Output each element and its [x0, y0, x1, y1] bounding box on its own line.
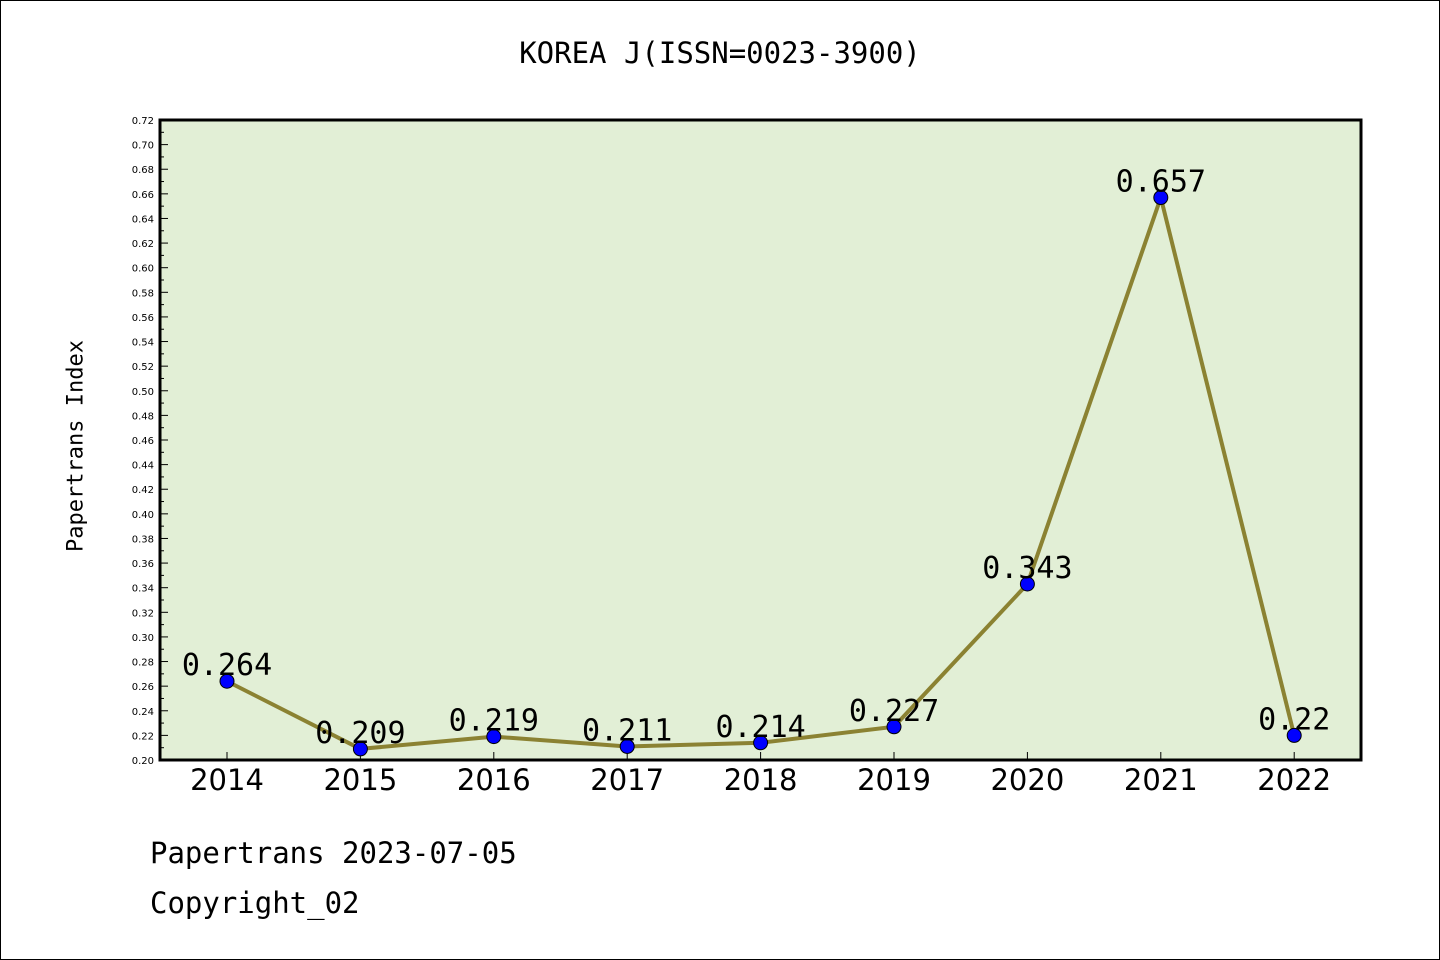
data-label: 0.657 — [1116, 165, 1206, 200]
data-point — [886, 719, 902, 735]
data-label: 0.22 — [1258, 702, 1330, 737]
y-tick-label: 0.68 — [132, 165, 154, 176]
y-tick-label: 0.28 — [132, 658, 154, 669]
y-axis-ticks: 0.20 0.22 0.24 0.26 0.28 0.30 0.32 0.34 0.36 0.38… — [132, 116, 168, 767]
footer-copyright: Copyright_02 — [150, 886, 360, 920]
y-tick-label: 0.66 — [132, 190, 154, 201]
y-tick-label: 0.42 — [132, 485, 154, 496]
data-label: 0.264 — [182, 648, 272, 683]
x-tick-label: 2014 — [190, 763, 264, 797]
y-tick-label: 0.48 — [132, 411, 154, 422]
data-label: 0.343 — [982, 551, 1072, 586]
y-tick-label: 0.22 — [132, 731, 154, 742]
y-tick-label: 0.40 — [132, 510, 154, 521]
y-tick-label: 0.72 — [132, 116, 154, 127]
y-tick-label: 0.56 — [132, 313, 154, 324]
data-point — [1153, 190, 1169, 206]
data-point — [486, 729, 502, 745]
y-tick-label: 0.44 — [132, 461, 154, 472]
y-tick-label: 0.58 — [132, 288, 154, 299]
y-tick-label: 0.54 — [132, 338, 154, 349]
y-tick-label: 0.46 — [132, 436, 154, 447]
x-axis-ticks: 2014 2015 2016 2017 2018 2019 2020 2021 2022 — [190, 752, 1331, 797]
footer-date: Papertrans 2023-07-05 — [150, 836, 517, 870]
data-labels: 0.264 0.209 0.219 0.211 0.214 0.227 0.343 0.657… — [182, 165, 1330, 751]
y-tick-label: 0.24 — [132, 707, 154, 718]
y-tick-label: 0.34 — [132, 584, 154, 595]
y-tick-label: 0.32 — [132, 608, 154, 619]
data-label: 0.209 — [315, 716, 405, 751]
y-tick-label: 0.62 — [132, 239, 154, 250]
x-tick-label: 2015 — [323, 763, 397, 797]
data-point — [352, 741, 368, 757]
data-label: 0.211 — [582, 713, 672, 748]
y-tick-label: 0.50 — [132, 387, 154, 398]
y-tick-label: 0.26 — [132, 682, 154, 693]
x-tick-label: 2022 — [1257, 763, 1331, 797]
data-markers — [219, 190, 1302, 757]
data-point — [1019, 576, 1035, 592]
data-label: 0.214 — [715, 710, 805, 745]
x-tick-label: 2020 — [990, 763, 1064, 797]
data-point — [1286, 727, 1302, 743]
y-tick-label: 0.36 — [132, 559, 154, 570]
data-point — [219, 673, 235, 689]
x-tick-label: 2019 — [857, 763, 931, 797]
plot-border — [158, 118, 1363, 762]
y-tick-label: 0.38 — [132, 534, 154, 545]
data-point — [753, 735, 769, 751]
y-tick-label: 0.64 — [132, 214, 154, 225]
y-tick-label: 0.20 — [132, 756, 154, 767]
x-tick-label: 2018 — [724, 763, 798, 797]
x-tick-label: 2021 — [1124, 763, 1198, 797]
x-tick-label: 2017 — [590, 763, 664, 797]
data-point — [619, 738, 635, 754]
y-tick-label: 0.52 — [132, 362, 154, 373]
chart-title: KOREA J(ISSN=0023-3900) — [519, 36, 921, 70]
x-tick-label: 2016 — [457, 763, 531, 797]
data-label: 0.227 — [849, 694, 939, 729]
data-label: 0.219 — [449, 704, 539, 739]
y-tick-label: 0.70 — [132, 141, 154, 152]
plot-area — [160, 120, 1361, 760]
y-tick-label: 0.60 — [132, 264, 154, 275]
y-tick-label: 0.30 — [132, 633, 154, 644]
